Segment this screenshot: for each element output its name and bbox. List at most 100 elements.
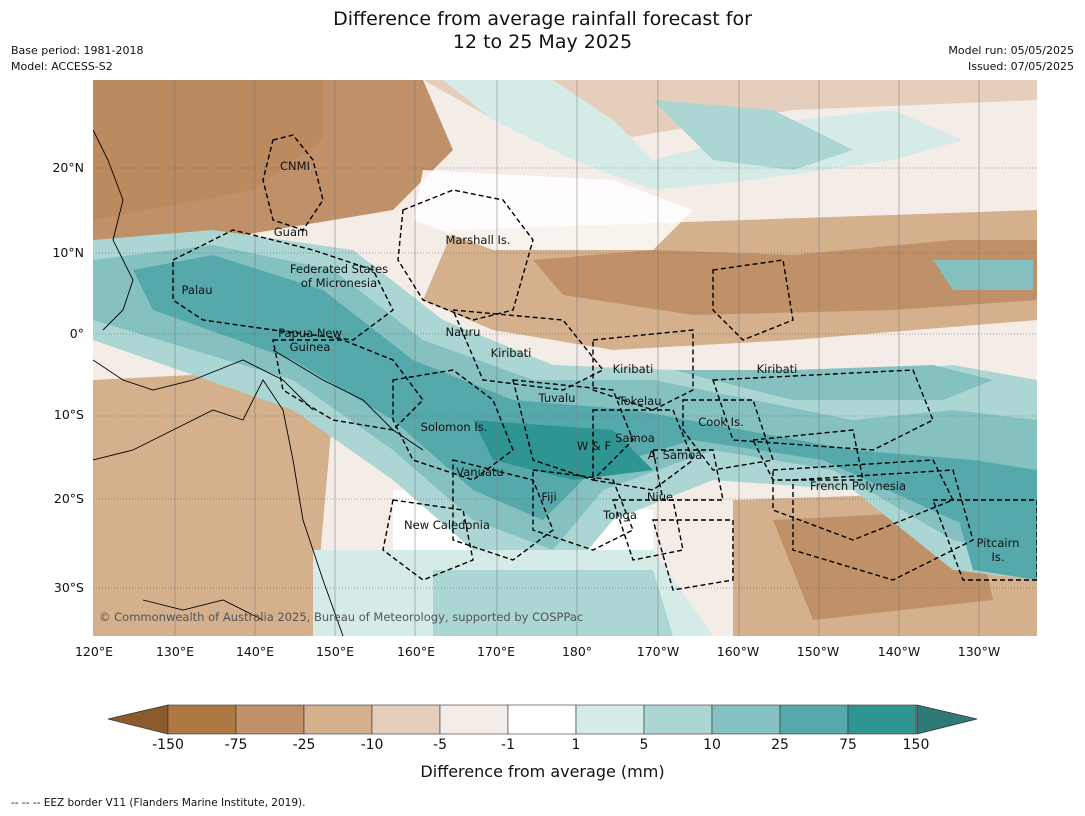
lat-label: 20°S — [53, 491, 84, 506]
lon-label: 130°E — [155, 644, 194, 659]
lon-label: 140°E — [235, 644, 274, 659]
rainfall-map: CNMI Guam Marshall Is. Federated States … — [93, 80, 1037, 636]
copyright-notice: © Commonwealth of Australia 2025, Bureau… — [99, 610, 584, 624]
region-label-png-line2: Guinea — [289, 340, 331, 354]
region-label-solomon-is: Solomon Is. — [420, 420, 488, 434]
lat-label: 30°S — [53, 580, 84, 595]
colorbar-bin — [439, 704, 509, 735]
region-label-nauru: Nauru — [445, 325, 481, 339]
region-label-french-polynesia: French Polynesia — [809, 479, 907, 493]
region-label-niue: Niue — [646, 490, 674, 504]
colorbar-tick: 10 — [703, 737, 721, 753]
shade-neutral-north — [413, 170, 693, 250]
colorbar-tick: -25 — [292, 737, 316, 753]
graticule — [93, 167, 1037, 589]
meridians — [174, 80, 980, 636]
meta-right: Model run: 05/05/2025 Issued: 07/05/2025 — [948, 43, 1074, 75]
region-label-kiribati-central: Kiribati — [612, 362, 654, 376]
colorbar-tick: 150 — [902, 737, 930, 753]
shade-wet-northeast — [933, 260, 1033, 290]
colorbar-bin — [235, 704, 305, 735]
shade-wet-band-core — [473, 420, 653, 480]
region-label-fiji: Fiji — [541, 490, 557, 504]
lon-label: 150°W — [796, 644, 840, 659]
region-label-cnmi: CNMI — [280, 159, 310, 173]
region-label-cook-is: Cook Is. — [698, 415, 744, 429]
lon-label: 160°E — [396, 644, 435, 659]
region-label-kiribati-east: Kiribati — [756, 362, 798, 376]
lon-label: 180° — [561, 644, 593, 659]
colorbar-tick: 25 — [771, 737, 789, 753]
colorbar-tick: 5 — [639, 737, 649, 753]
region-label-american-samoa: A. Samoa — [647, 448, 703, 462]
colorbar-bin — [167, 704, 237, 735]
region-label-kiribati-west: Kiribati — [490, 346, 532, 360]
colorbar-max-extension — [916, 704, 978, 735]
chart-title-line2: 12 to 25 May 2025 — [452, 31, 633, 53]
region-label-fsm-line2: of Micronesia — [300, 276, 378, 290]
shade-wet-south-inner — [433, 570, 673, 636]
shade-equatorial-dry-core — [533, 240, 1037, 315]
colorbar-tick: -75 — [224, 737, 248, 753]
region-label-new-caledonia: New Caledonia — [404, 518, 490, 532]
lon-label: 140°W — [877, 644, 921, 659]
region-label-png-line1: Papua New — [278, 326, 342, 340]
shade-nw-dry — [93, 80, 453, 260]
coastlines — [93, 129, 424, 636]
shade-wet-southeast — [953, 500, 1037, 580]
colorbar-bin — [847, 704, 917, 735]
region-label-vanuatu: Vanuatu — [456, 465, 504, 479]
lon-label: 170°E — [476, 644, 515, 659]
colorbar-label: Difference from average (mm) — [420, 762, 665, 781]
region-label-samoa: Samoa — [615, 431, 655, 445]
region-label-marshall-is: Marshall Is. — [445, 233, 511, 247]
lat-label: 20°N — [52, 160, 84, 175]
map-layers — [93, 80, 1037, 636]
colorbar-bin — [371, 704, 441, 735]
region-label-guam: Guam — [273, 225, 309, 239]
lat-label: 10°S — [53, 407, 84, 422]
shade-nw-dry-core — [93, 80, 323, 220]
lon-label: 160°W — [716, 644, 760, 659]
colorbar-bin — [711, 704, 781, 735]
shade-wet-north-inner — [653, 100, 853, 170]
colorbar-tick: 1 — [571, 737, 581, 753]
model-name: Model: ACCESS-S2 — [11, 60, 113, 73]
region-label-fsm-line1: Federated States — [289, 262, 389, 276]
region-label-pitcairn-line2: Is. — [991, 550, 1005, 564]
colorbar-tick: -150 — [152, 737, 184, 753]
colorbar-tick: -10 — [360, 737, 384, 753]
shade-wet-band-inner — [133, 255, 1037, 540]
colorbar-bins — [167, 704, 917, 735]
meta-left: Base period: 1981-2018 Model: ACCESS-S2 — [11, 43, 143, 75]
lat-label: 0° — [69, 326, 84, 341]
lon-label: 170°W — [636, 644, 680, 659]
region-label-w-and-f: W & F — [576, 439, 612, 453]
colorbar-bin — [303, 704, 373, 735]
base-period: Base period: 1981-2018 — [11, 44, 144, 57]
shade-australia-dry — [93, 370, 333, 636]
region-label-tonga: Tonga — [603, 508, 637, 522]
region-label-tokelau: Tokelau — [618, 394, 662, 408]
colorbar-bin — [507, 704, 577, 735]
colorbar-min-extension — [107, 704, 169, 735]
chart-title-line1: Difference from average rainfall forecas… — [333, 8, 752, 30]
region-label-tuvalu: Tuvalu — [538, 391, 576, 405]
lon-label: 150°E — [315, 644, 354, 659]
colorbar-bin — [575, 704, 645, 735]
eez-borders — [172, 134, 1037, 591]
lat-label: 10°N — [52, 245, 84, 260]
colorbar-tick: -1 — [501, 737, 515, 753]
issued-date: Issued: 07/05/2025 — [967, 60, 1074, 73]
shade-wet-east-streak — [673, 365, 993, 400]
colorbar-bin — [643, 704, 713, 735]
lon-label: 120°E — [74, 644, 113, 659]
colorbar-tick: -5 — [433, 737, 447, 753]
shade-wet-north-outer — [443, 80, 963, 190]
lon-label: 130°W — [957, 644, 1001, 659]
model-run: Model run: 05/05/2025 — [948, 44, 1074, 57]
colorbar-tick: 75 — [839, 737, 857, 753]
region-label-pitcairn-line1: Pitcairn — [976, 536, 1020, 550]
eez-footnote: -- -- -- EEZ border V11 (Flanders Marine… — [11, 797, 306, 809]
region-label-palau: Palau — [181, 283, 213, 297]
